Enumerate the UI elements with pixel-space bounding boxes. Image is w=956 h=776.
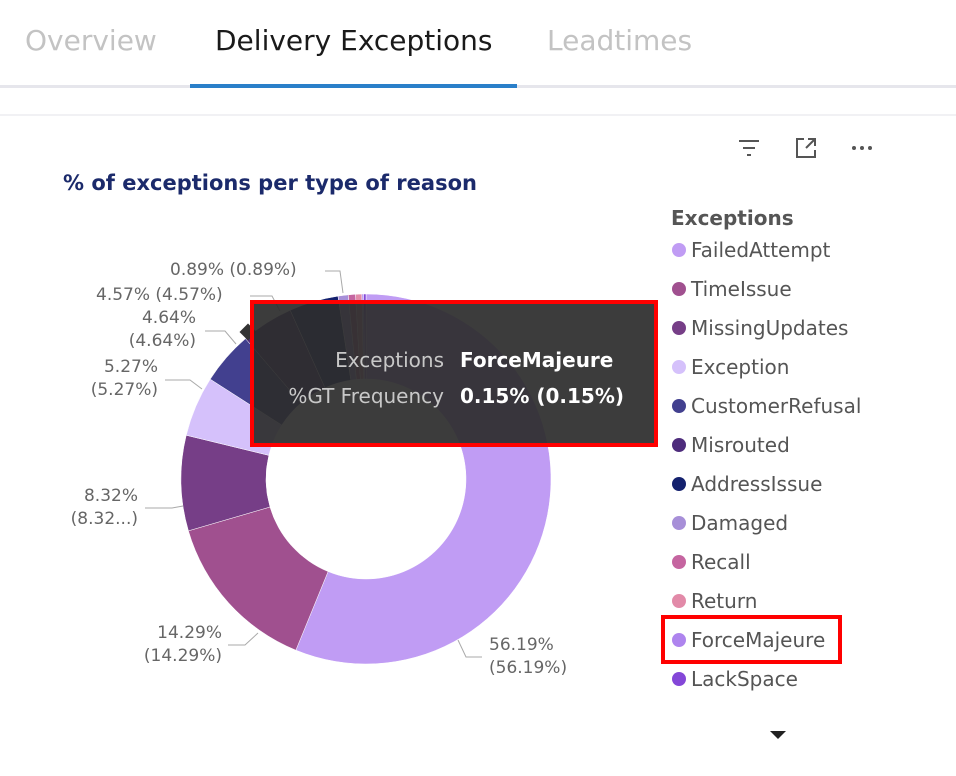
legend-dot-icon <box>672 360 686 374</box>
legend-title: Exceptions <box>671 206 794 230</box>
legend-label: ForceMajeure <box>691 628 826 652</box>
legend-dot-icon <box>672 594 686 608</box>
highlight-box <box>661 615 842 664</box>
legend-dot-icon <box>672 477 686 491</box>
legend-label: LackSpace <box>691 667 798 691</box>
data-label-timeissue: 14.29% (14.29%) <box>143 623 222 666</box>
legend-item-exception[interactable]: Exception <box>672 355 789 379</box>
leader-line <box>165 379 203 390</box>
legend-label: Return <box>691 589 758 613</box>
legend-label: Misrouted <box>691 433 790 457</box>
data-label-damaged: 0.89% (0.89%) <box>170 260 297 280</box>
legend-dot-icon <box>672 516 686 530</box>
divider <box>0 114 956 116</box>
legend-label: Damaged <box>691 511 789 535</box>
tooltip-key: Exceptions <box>335 348 444 372</box>
legend-item-customerrefusal[interactable]: CustomerRefusal <box>672 394 861 418</box>
legend-label: TimeIssue <box>691 277 792 301</box>
legend-dot-icon <box>672 555 686 569</box>
legend-dot-icon <box>672 282 686 296</box>
data-label-misrouted: 4.57% (4.57%) <box>96 285 223 305</box>
chart-title: % of exceptions per type of reason <box>63 171 477 195</box>
leader-line <box>145 505 184 509</box>
more-options-icon[interactable] <box>849 135 875 161</box>
tooltip-value: 0.15% (0.15%) <box>460 384 625 408</box>
focus-mode-icon[interactable] <box>793 135 819 161</box>
legend-item-recall[interactable]: Recall <box>672 550 751 574</box>
legend-dot-icon <box>672 672 686 686</box>
legend-item-failedattempt[interactable]: FailedAttempt <box>672 238 830 262</box>
filter-icon[interactable] <box>736 135 762 161</box>
leader-line <box>457 639 482 658</box>
tab-leadtimes[interactable]: Leadtimes <box>547 24 693 57</box>
legend-dot-icon <box>672 633 686 647</box>
data-label-customerrefusal: 4.64% (4.64%) <box>128 308 196 351</box>
legend-label: MissingUpdates <box>691 316 849 340</box>
legend-label: Recall <box>691 550 751 574</box>
tab-delivery-exceptions[interactable]: Delivery Exceptions <box>215 24 493 57</box>
legend-label: Exception <box>691 355 790 379</box>
leader-line <box>228 632 259 646</box>
legend-scroll-down-icon[interactable] <box>770 731 786 739</box>
tooltip: Exceptions ForceMajeure %GT Frequency 0.… <box>250 300 658 447</box>
data-label-exception: 5.27% (5.27%) <box>90 357 158 400</box>
legend-item-misrouted[interactable]: Misrouted <box>672 433 790 457</box>
data-label-failedattempt: 56.19% (56.19%) <box>489 635 568 678</box>
leader-line <box>325 270 344 294</box>
legend-item-forcemajeure[interactable]: ForceMajeure <box>672 628 825 652</box>
legend-dot-icon <box>672 321 686 335</box>
tooltip-key: %GT Frequency <box>288 384 444 408</box>
leader-line <box>205 330 237 345</box>
legend-dot-icon <box>672 243 686 257</box>
legend-label: AddressIssue <box>691 472 823 496</box>
tab-overview[interactable]: Overview <box>25 24 157 57</box>
legend-item-damaged[interactable]: Damaged <box>672 511 788 535</box>
legend-item-return[interactable]: Return <box>672 589 757 613</box>
tooltip-value: ForceMajeure <box>460 348 614 372</box>
legend-label: FailedAttempt <box>691 238 831 262</box>
legend-item-lackspace[interactable]: LackSpace <box>672 667 798 691</box>
data-label-missingupdates: 8.32% (8.32...) <box>70 486 138 529</box>
legend-label: CustomerRefusal <box>691 394 862 418</box>
legend-dot-icon <box>672 399 686 413</box>
legend-item-timeissue[interactable]: TimeIssue <box>672 277 792 301</box>
legend-item-missingupdates[interactable]: MissingUpdates <box>672 316 848 340</box>
legend-dot-icon <box>672 438 686 452</box>
legend-item-addressissue[interactable]: AddressIssue <box>672 472 822 496</box>
active-tab-indicator <box>190 84 517 88</box>
